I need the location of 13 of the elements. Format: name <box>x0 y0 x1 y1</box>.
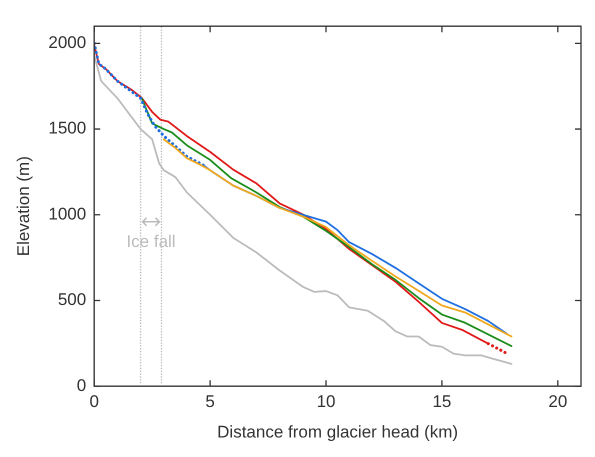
y-tick-label: 0 <box>76 376 86 395</box>
x-tick-label: 15 <box>432 392 452 412</box>
x-tick-label: 5 <box>205 392 215 412</box>
y-tick-label: 500 <box>58 290 86 310</box>
y-tick-label: 2000 <box>48 33 86 52</box>
y-tick-label: 1500 <box>48 118 86 138</box>
y-axis-title: Elevation (m) <box>14 156 33 256</box>
x-tick-label: 20 <box>548 392 568 412</box>
annotation: Ice fall <box>126 232 176 251</box>
x-axis-title: Distance from glacier head (km) <box>217 422 458 442</box>
x-tick-label: 10 <box>316 392 336 412</box>
y-tick-label: 1000 <box>48 204 86 224</box>
x-tick-label: 0 <box>89 392 99 412</box>
